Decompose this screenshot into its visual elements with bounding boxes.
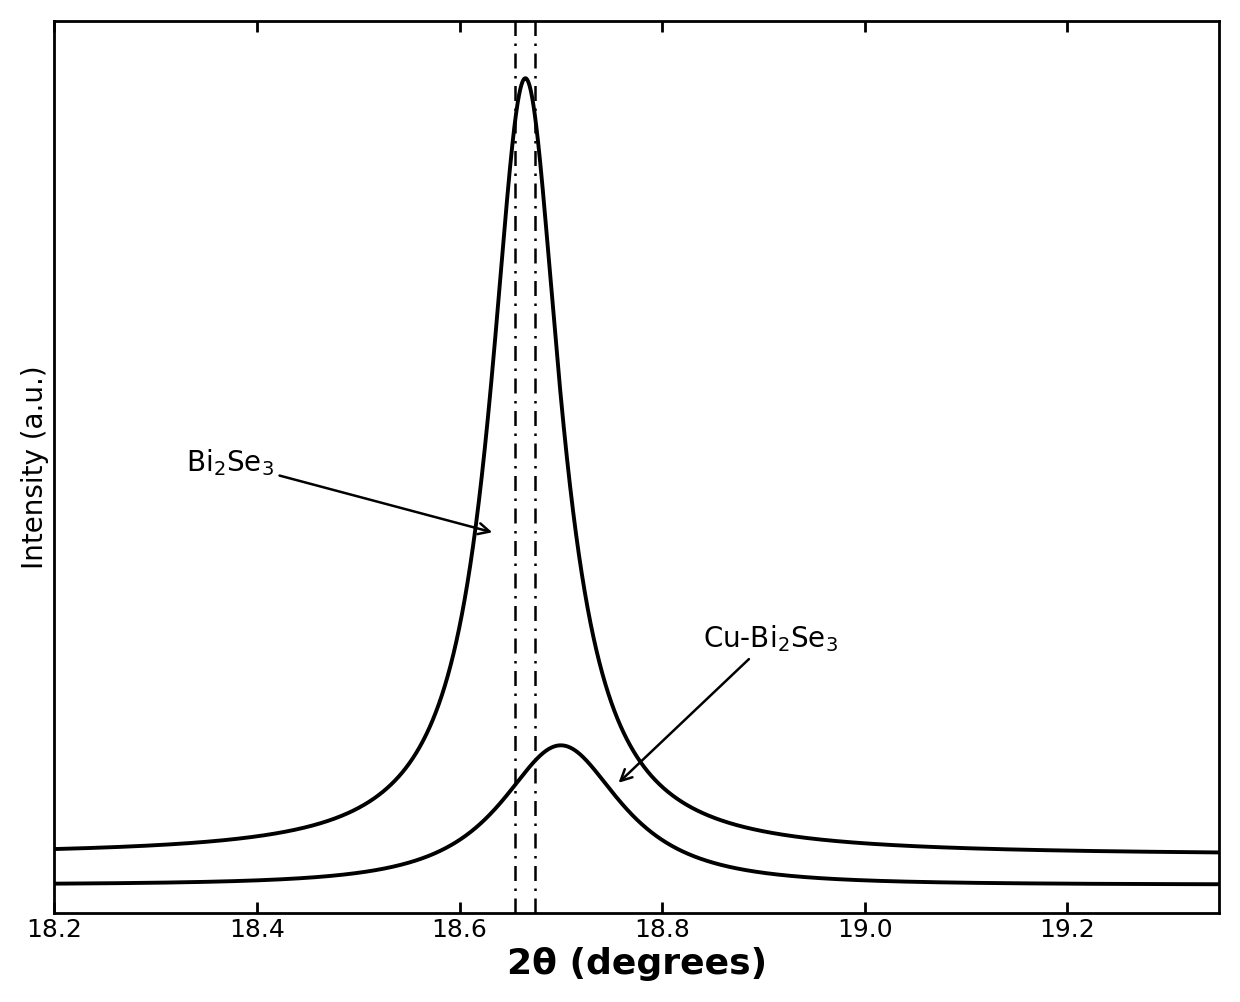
X-axis label: 2θ (degrees): 2θ (degrees) xyxy=(507,947,766,981)
Text: Cu-Bi$_2$Se$_3$: Cu-Bi$_2$Se$_3$ xyxy=(620,623,837,781)
Y-axis label: Intensity (a.u.): Intensity (a.u.) xyxy=(21,365,48,568)
Text: Bi$_2$Se$_3$: Bi$_2$Se$_3$ xyxy=(186,447,490,534)
